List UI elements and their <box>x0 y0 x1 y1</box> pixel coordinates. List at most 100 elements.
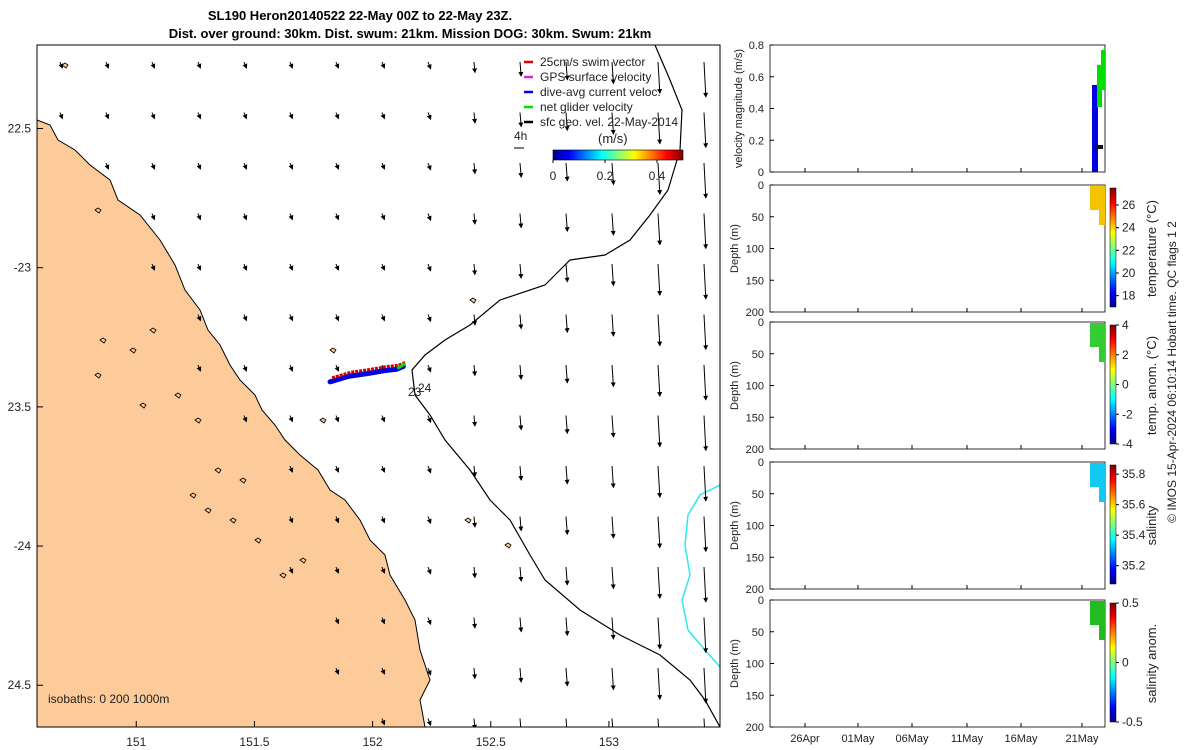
legend-label: dive-avg current veloc. <box>540 85 661 99</box>
velocity-vector <box>518 263 524 279</box>
velocity-vector <box>703 314 709 351</box>
map-x-tick-label: 153 <box>599 735 619 749</box>
velocity-vector <box>242 263 248 271</box>
island <box>504 542 512 549</box>
velocity-vector <box>703 162 709 199</box>
panel-colorbar <box>1109 324 1117 445</box>
island <box>61 62 69 69</box>
velocity-vector <box>657 718 660 727</box>
velocity-vector <box>564 516 570 536</box>
velocity-vector <box>380 314 386 322</box>
chart-subtitle: Dist. over ground: 30km. Dist. swum: 21k… <box>168 26 652 41</box>
panel-y-tick-label: 200 <box>746 584 764 596</box>
velocity-vector <box>334 112 340 120</box>
velocity-vector <box>657 415 663 448</box>
velocity-vector <box>380 61 386 69</box>
velocity-vector <box>196 162 202 170</box>
velocity-vector <box>196 364 202 372</box>
islands <box>61 62 512 579</box>
velocity-vector <box>334 465 340 473</box>
velocity-vector <box>564 364 570 384</box>
profile-block <box>1099 482 1105 502</box>
velocity-vector <box>288 213 294 221</box>
velocity-vector <box>518 162 524 178</box>
glider-track <box>327 361 407 385</box>
velocity-vector <box>242 162 248 170</box>
velocity-vector <box>58 112 64 120</box>
panel-y-tick-label: 100 <box>746 521 764 533</box>
velocity-vector <box>518 61 524 77</box>
velocity-vector <box>426 465 432 474</box>
velocity-vector <box>564 617 570 637</box>
velocity-vector <box>703 718 705 727</box>
date-tick-label: 06May <box>895 733 929 745</box>
island <box>299 557 307 564</box>
velocity-vector <box>288 415 294 423</box>
panel-y-tick-label: 100 <box>746 244 764 256</box>
panel-frame <box>769 461 1106 590</box>
velocity-vector <box>150 112 156 120</box>
right-panels: 0 0.2 0.4 0.6 0.8 velocity magnitude (m/s) 0 50… <box>729 40 1159 745</box>
velocity-vector <box>657 465 663 499</box>
island <box>204 507 212 514</box>
velocity-vector <box>196 314 202 322</box>
island <box>254 537 262 544</box>
panel-y-tick-label: 150 <box>746 690 764 702</box>
map-colorbar-ticks: 0 0.2 0.4 <box>550 160 666 183</box>
velocity-vector <box>426 263 432 272</box>
panel-y-label: Depth (m) <box>729 639 741 688</box>
map-colorbar-title: (m/s) <box>598 131 628 146</box>
panel-y-tick-label: 0.6 <box>749 72 764 84</box>
velocity-vector <box>610 566 616 590</box>
velocity-vector <box>426 667 432 676</box>
velocity-vector <box>426 314 432 323</box>
panel-colorbar <box>1109 187 1117 308</box>
date-tick-label: 01May <box>841 733 875 745</box>
panel-colorbar-tick-label: 0 <box>1122 378 1129 392</box>
panel-colorbar-tick-label: 35.6 <box>1122 498 1146 512</box>
panel-y-tick-label: 0.2 <box>749 135 764 147</box>
swim-vector-trace <box>331 361 406 380</box>
velocity-vector <box>657 566 663 600</box>
panel-y-tick-label: 0 <box>758 457 764 469</box>
velocity-vector <box>564 112 570 132</box>
velocity-vector <box>610 667 616 691</box>
velocity-vector <box>380 415 386 423</box>
velocity-vector <box>472 61 478 74</box>
map-y-tick-label: -24 <box>14 539 32 553</box>
net-velocity-trace <box>396 362 407 370</box>
velocity-vector <box>380 213 386 221</box>
velocity-vector <box>564 667 570 687</box>
map-colorbar-tick-label: 0.4 <box>649 169 666 183</box>
panel-colorbar-tick-label: 4 <box>1122 318 1129 332</box>
legend-label: sfc geo. vel. 22-May-2014 <box>540 115 678 129</box>
island <box>329 347 337 354</box>
map-x-tick-label: 151 <box>126 735 146 749</box>
velocity-vector <box>472 364 478 377</box>
panel-y-tick-label: 0.4 <box>749 104 764 116</box>
velocity-vector <box>288 314 294 322</box>
velocity-vector <box>150 213 156 221</box>
panel-colorbar-tick-label: 18 <box>1122 289 1136 303</box>
velocity-vector <box>242 415 248 423</box>
panel-colorbar-tick-label: -4 <box>1122 437 1133 451</box>
velocity-vector <box>380 516 386 524</box>
velocity-vector <box>703 364 709 401</box>
velocity-vector <box>380 718 386 726</box>
velocity-vector <box>426 61 432 70</box>
panel-colorbar-tick-label: 24 <box>1122 221 1136 235</box>
surface-velocity-vectors <box>58 61 709 727</box>
velocity-vector <box>518 364 524 380</box>
map-y-tick-label: 23.5 <box>8 400 32 414</box>
velocity-dive-avg-bars <box>1092 85 1098 172</box>
velocity-vector <box>426 566 432 575</box>
velocity-vector <box>703 617 709 654</box>
velocity-vector <box>703 112 709 149</box>
scale-arrow-label: 4h <box>514 129 527 143</box>
velocity-vector <box>472 617 478 629</box>
velocity-vector <box>518 617 524 633</box>
velocity-vector <box>334 415 340 423</box>
panel-colorbar-label: temp. anom. (°C) <box>1144 336 1159 435</box>
velocity-vector <box>334 617 340 625</box>
velocity-net-bars <box>1101 50 1105 90</box>
